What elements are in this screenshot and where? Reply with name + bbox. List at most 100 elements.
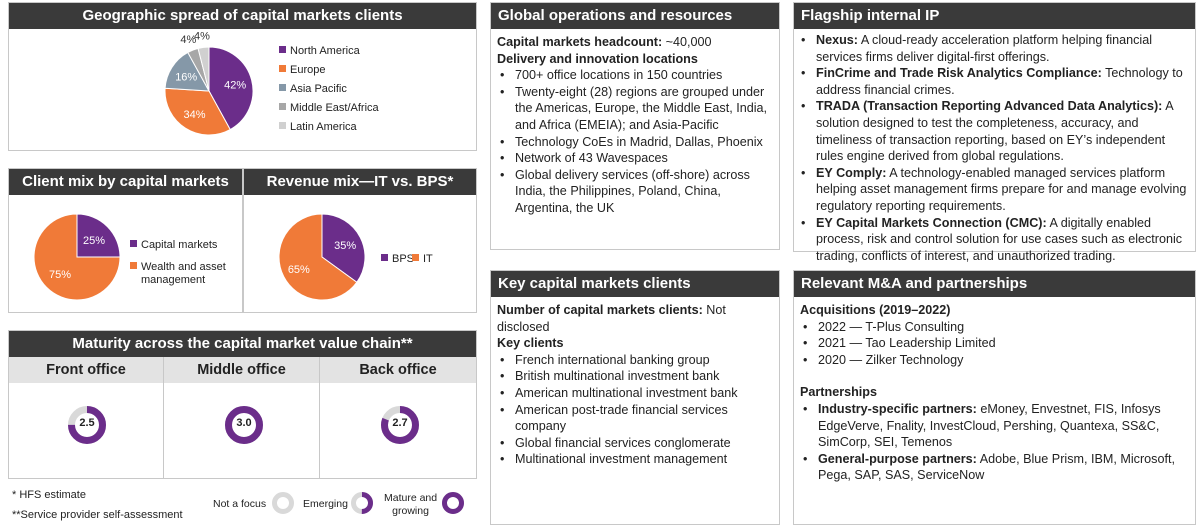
ring-fill: [442, 492, 464, 514]
list-item: British multinational investment bank: [497, 368, 773, 385]
ops-headcount: Capital markets headcount: ~40,000: [497, 35, 712, 49]
list-item: 2022 — T-Plus Consulting: [800, 319, 1189, 336]
client-mix-pie-chart: 25% 75%: [33, 213, 121, 301]
geo-legend-item: Middle East/Africa: [279, 102, 379, 114]
maturity-col-back: Back office: [320, 357, 476, 383]
ip-bullet-list: Nexus: A cloud-ready acceleration platfo…: [794, 29, 1195, 264]
maturity-ring-back: [381, 406, 419, 444]
pie-data-label: 4%: [180, 34, 196, 46]
geo-legend-item: Europe: [279, 64, 325, 76]
ma-panel: Relevant M&A and partnerships Acquisitio…: [793, 270, 1196, 525]
clients-key-label: Key clients: [497, 336, 564, 351]
pie-data-label: 75%: [49, 269, 71, 281]
list-item: Global delivery services (off-shore) acr…: [497, 167, 773, 217]
list-item: EY Capital Markets Connection (CMC): A d…: [798, 215, 1189, 265]
pie-slice: [76, 213, 121, 258]
ops-panel: Global operations and resources Capital …: [490, 2, 780, 250]
legend-emerging-label: Emerging: [303, 498, 348, 510]
pie-data-label: 42%: [224, 79, 246, 91]
client-mix-legend-item: Capital markets: [130, 239, 217, 251]
list-item: Technology CoEs in Madrid, Dallas, Phoen…: [497, 134, 773, 151]
ma-partnerships-label: Partnerships: [800, 385, 877, 400]
client-mix-legend-item-cont: management: [141, 274, 206, 286]
legend-mature-line2: growing: [392, 505, 429, 517]
revenue-mix-pie-chart: 35% 65%: [278, 213, 366, 301]
footnote-self-assessment: **Service provider self-assessment: [12, 509, 183, 521]
revenue-mix-legend-item: IT: [412, 253, 433, 265]
pie-slice: [321, 213, 366, 283]
maturity-col-middle: Middle office: [164, 357, 320, 383]
list-item: Twenty-eight (28) regions are grouped un…: [497, 84, 773, 134]
list-item: General-purpose partners: Adobe, Blue Pr…: [800, 451, 1183, 484]
list-item: EY Comply: A technology-enabled managed …: [798, 165, 1189, 215]
pie-slice: [208, 46, 254, 131]
list-item: Global financial services conglomerate: [497, 435, 773, 452]
client-mix-panel: Client mix by capital markets 25% 75% Cap…: [8, 168, 243, 313]
maturity-ring-middle: [225, 406, 263, 444]
list-item: 2021 — Tao Leadership Limited: [800, 335, 1189, 352]
pie-slice: [164, 87, 231, 136]
geo-legend-item: Asia Pacific: [279, 83, 347, 95]
ops-bullet-list: 700+ office locations in 150 countries T…: [497, 67, 773, 216]
ring-fill: [68, 406, 106, 444]
geo-pie-chart: 42% 34% 16% 4%4%: [164, 30, 254, 136]
ma-title: Relevant M&A and partnerships: [794, 271, 1195, 297]
list-item: Nexus: A cloud-ready acceleration platfo…: [798, 32, 1189, 65]
list-item: American post-trade financial services c…: [497, 402, 773, 435]
maturity-cell-front: 2.5: [9, 383, 164, 479]
legend-mature-label: Mature and growing: [384, 492, 437, 518]
ring-fill: [351, 492, 373, 514]
list-item: TRADA (Transaction Reporting Advanced Da…: [798, 98, 1189, 164]
ring-fill: [381, 406, 419, 444]
maturity-score-middle: 3.0: [236, 417, 252, 429]
maturity-ring-front: [68, 406, 106, 444]
legend-emerging-ring: [351, 492, 373, 514]
maturity-score-back: 2.7: [392, 417, 408, 429]
pie-data-label: 34%: [184, 109, 206, 121]
pie-data-label: 35%: [334, 240, 356, 252]
geo-legend-item: North America: [279, 45, 360, 57]
list-item: 2020 — Zilker Technology: [800, 352, 1189, 369]
list-item: Industry-specific partners: eMoney, Enve…: [800, 401, 1183, 451]
revenue-mix-legend-item: BPS: [381, 253, 414, 265]
pie-slice: [164, 51, 210, 92]
ops-title: Global operations and resources: [491, 3, 779, 29]
maturity-col-front: Front office: [9, 357, 164, 383]
client-mix-title: Client mix by capital markets: [9, 169, 242, 195]
pie-slice: [197, 46, 210, 92]
clients-panel: Key capital markets clients Number of ca…: [490, 270, 780, 525]
revenue-mix-panel: Revenue mix—IT vs. BPS* 35% 65% BPS IT: [243, 168, 477, 313]
maturity-cell-middle: 3.0: [164, 383, 320, 479]
geo-title: Geographic spread of capital markets cli…: [9, 3, 476, 29]
ma-partners-list: Industry-specific partners: eMoney, Enve…: [800, 401, 1189, 484]
pie-data-label: 4%: [194, 30, 210, 42]
legend-not-focus-ring: [272, 492, 294, 514]
list-item: American multinational investment bank: [497, 385, 773, 402]
ma-acquisitions-list: 2022 — T-Plus Consulting 2021 — Tao Lead…: [800, 319, 1189, 369]
clients-count: Number of capital markets clients: Not d…: [497, 303, 726, 334]
ip-title: Flagship internal IP: [794, 3, 1195, 29]
clients-title: Key capital markets clients: [491, 271, 779, 297]
legend-mature-line1: Mature and: [384, 492, 438, 504]
list-item: 700+ office locations in 150 countries: [497, 67, 773, 84]
pie-slice: [278, 213, 358, 301]
maturity-cell-back: 2.7: [320, 383, 476, 479]
clients-bullet-list: French international banking group Briti…: [497, 352, 773, 468]
maturity-panel: Maturity across the capital market value…: [8, 330, 477, 479]
geo-legend: North America Europe Asia Pacific Middle…: [279, 45, 469, 141]
pie-slice: [33, 213, 121, 301]
geo-panel: Geographic spread of capital markets cli…: [8, 2, 477, 151]
maturity-score-front: 2.5: [79, 417, 95, 429]
ring-fill: [225, 406, 263, 444]
ma-acquisitions-label: Acquisitions (2019–2022): [800, 303, 951, 317]
legend-mature-ring: [442, 492, 464, 514]
ip-panel: Flagship internal IP Nexus: A cloud-read…: [793, 2, 1196, 263]
maturity-title: Maturity across the capital market value…: [9, 331, 476, 357]
revenue-mix-title: Revenue mix—IT vs. BPS*: [244, 169, 476, 195]
list-item: FinCrime and Trade Risk Analytics Compli…: [798, 65, 1189, 98]
ring-track: [272, 492, 294, 514]
pie-data-label: 65%: [288, 264, 310, 276]
footnote-hfs: * HFS estimate: [12, 489, 86, 501]
pie-data-label: 25%: [83, 235, 105, 247]
list-item: French international banking group: [497, 352, 773, 369]
